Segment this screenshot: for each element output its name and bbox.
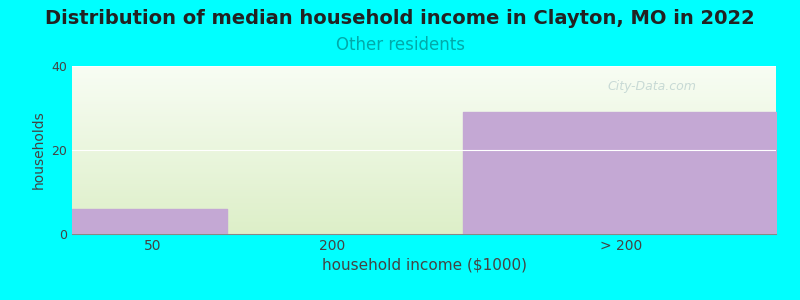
Text: Other residents: Other residents: [335, 36, 465, 54]
Text: Distribution of median household income in Clayton, MO in 2022: Distribution of median household income …: [45, 9, 755, 28]
Text: City-Data.com: City-Data.com: [607, 80, 696, 93]
X-axis label: household income ($1000): household income ($1000): [322, 257, 526, 272]
Y-axis label: households: households: [32, 111, 46, 189]
